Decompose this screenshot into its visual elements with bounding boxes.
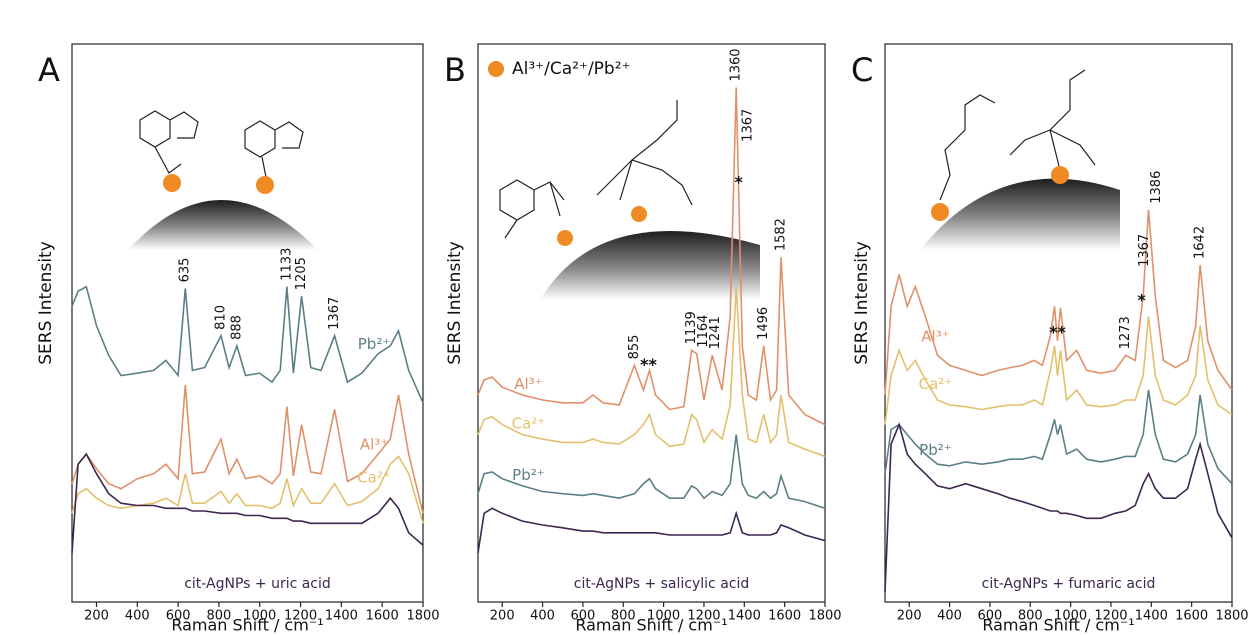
peak-label: 1133 (279, 248, 294, 281)
x-tick-label: 200 (84, 609, 109, 624)
x-tick-label: 1800 (1215, 609, 1248, 624)
y-axis-label: SERS Intensity (445, 241, 465, 365)
series-label: Pb²⁺ (512, 466, 545, 484)
peak-label: 1205 (294, 257, 309, 290)
metal-ion (557, 230, 573, 246)
peak-label: 1582 (774, 218, 789, 251)
peak-label: 1367 (741, 109, 756, 142)
x-tick-label: 1400 (1135, 609, 1168, 624)
metal-ion (931, 203, 949, 221)
peak-label: 1367 (1137, 234, 1152, 267)
legend-label: Al³⁺/Ca²⁺/Pb²⁺ (512, 59, 631, 79)
peak-label: 810 (213, 305, 228, 330)
peak-label: 1386 (1149, 171, 1164, 204)
series-label: Al³⁺ (514, 375, 542, 393)
peak-label: 1241 (708, 316, 723, 349)
x-axis-label: Raman Shift / cm⁻¹ (171, 616, 323, 635)
x-tick-label: 1600 (768, 609, 801, 624)
series-label: Pb²⁺ (358, 335, 391, 353)
x-tick-label: 1400 (728, 609, 761, 624)
x-tick-label: 400 (125, 609, 150, 624)
peak-label: 635 (178, 258, 193, 283)
x-tick-label: 200 (897, 609, 922, 624)
peak-marker: * (1137, 291, 1146, 310)
peak-marker: ** (640, 355, 657, 374)
x-axis-label: Raman Shift / cm⁻¹ (575, 616, 727, 635)
series-label: Pb²⁺ (919, 441, 952, 459)
x-tick-label: 1800 (406, 609, 439, 624)
series-label: cit-AgNPs + salicylic acid (574, 576, 750, 592)
peak-marker: ** (1049, 322, 1066, 341)
x-tick-label: 400 (530, 609, 555, 624)
x-axis-label: Raman Shift / cm⁻¹ (982, 616, 1134, 635)
x-tick-label: 1800 (808, 609, 841, 624)
peak-label: 1367 (327, 297, 342, 330)
series-label: Ca²⁺ (919, 375, 953, 393)
metal-ion (256, 176, 274, 194)
legend-swatch (488, 61, 504, 77)
peak-label: 1360 (729, 48, 744, 81)
series-label: cit-AgNPs + uric acid (184, 576, 331, 592)
panel-label: A (38, 51, 60, 89)
metal-ion (631, 206, 647, 222)
x-tick-label: 200 (490, 609, 515, 624)
series-label: Ca²⁺ (512, 414, 546, 432)
peak-label: 1496 (756, 307, 771, 340)
series-label: Ca²⁺ (357, 468, 391, 486)
series-label: cit-AgNPs + fumaric acid (982, 576, 1156, 592)
series-label: Al³⁺ (360, 436, 388, 454)
series-label: Al³⁺ (921, 327, 949, 345)
x-tick-label: 1600 (366, 609, 399, 624)
panel-label: C (851, 51, 873, 89)
peak-label: 1273 (1118, 316, 1133, 349)
x-tick-label: 1600 (1175, 609, 1208, 624)
x-tick-label: 400 (937, 609, 962, 624)
figure: 20040060080010001200140016001800Raman Sh… (0, 0, 1252, 635)
peak-label: 1642 (1193, 226, 1208, 259)
x-tick-label: 1400 (325, 609, 358, 624)
panel-label: B (444, 51, 466, 89)
y-axis-label: SERS Intensity (852, 241, 872, 365)
y-axis-label: SERS Intensity (36, 241, 56, 365)
metal-ion (1051, 166, 1069, 184)
metal-ion (163, 174, 181, 192)
peak-marker: * (734, 172, 743, 191)
peak-label: 888 (229, 315, 244, 340)
